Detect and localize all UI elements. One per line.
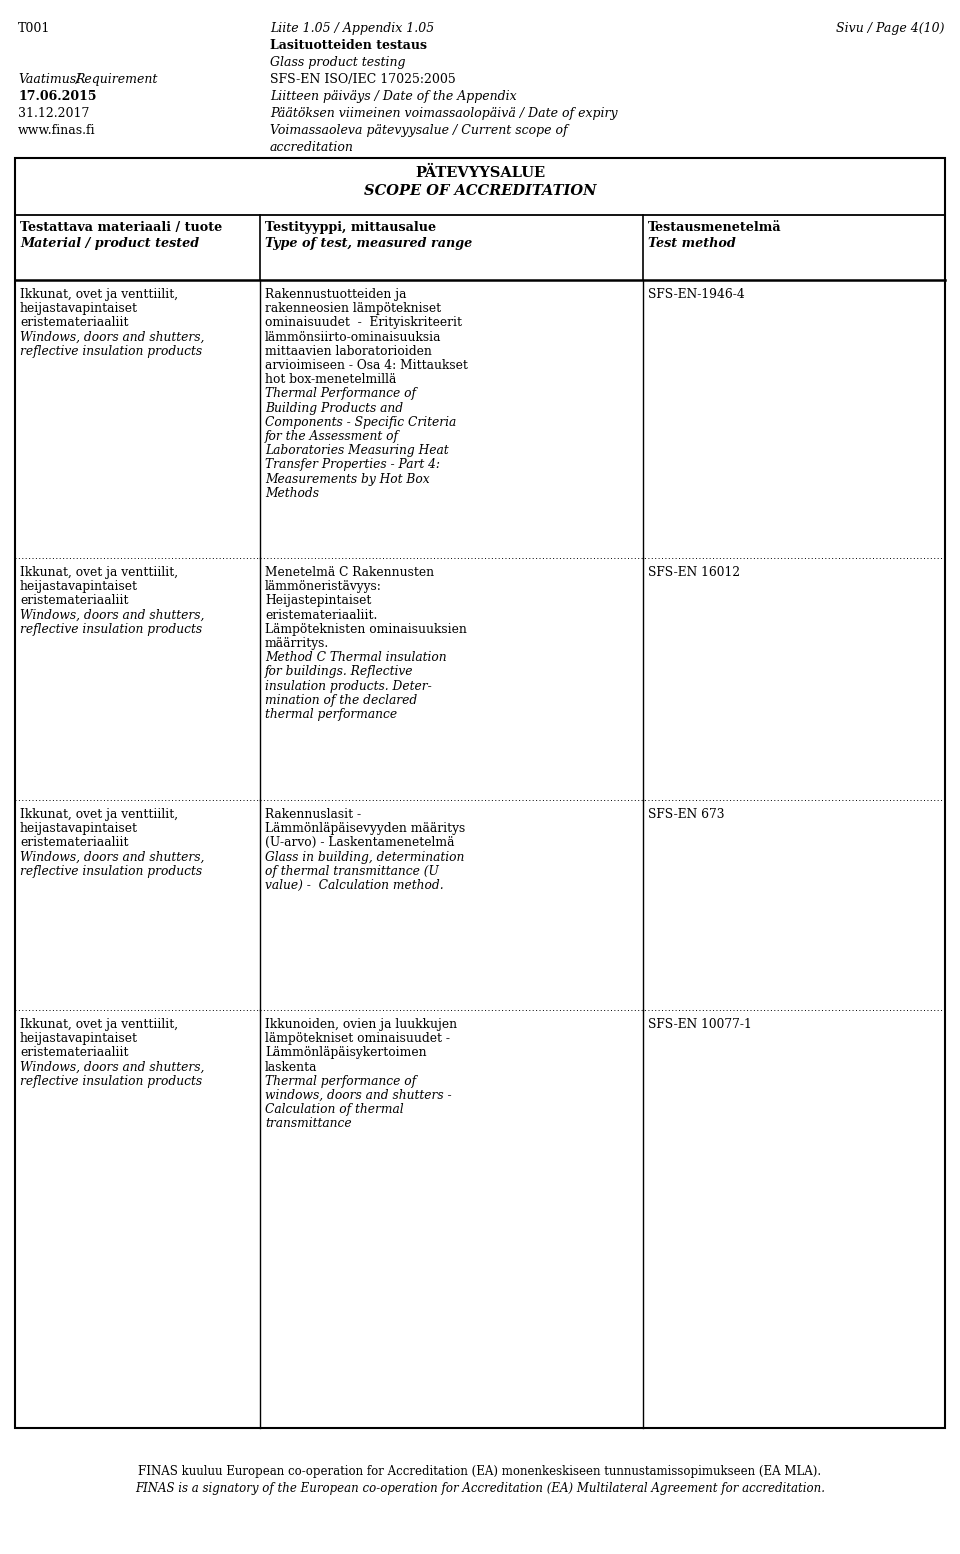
Text: Ikkunoiden, ovien ja luukkujen: Ikkunoiden, ovien ja luukkujen <box>265 1018 457 1030</box>
Text: eristemateriaaliit: eristemateriaaliit <box>20 594 129 608</box>
Text: rakenneosien lämpötekniset: rakenneosien lämpötekniset <box>265 301 442 315</box>
Text: Rakennustuotteiden ja: Rakennustuotteiden ja <box>265 287 406 301</box>
Text: accreditation: accreditation <box>270 141 354 154</box>
Text: SCOPE OF ACCREDITATION: SCOPE OF ACCREDITATION <box>364 183 596 197</box>
Text: Testityyppi, mittausalue: Testityyppi, mittausalue <box>265 221 436 235</box>
Text: eristemateriaaliit: eristemateriaaliit <box>20 836 129 850</box>
Text: lämmöneristävyys:: lämmöneristävyys: <box>265 580 382 594</box>
Text: heijastavapintaiset: heijastavapintaiset <box>20 822 138 834</box>
Text: Thermal Performance of: Thermal Performance of <box>265 387 416 401</box>
Text: hot box-menetelmillä: hot box-menetelmillä <box>265 373 396 387</box>
Text: Type of test, measured range: Type of test, measured range <box>265 238 472 250</box>
Text: mittaavien laboratorioiden: mittaavien laboratorioiden <box>265 345 432 357</box>
Text: heijastavapintaiset: heijastavapintaiset <box>20 580 138 594</box>
Text: Testattava materiaali / tuote: Testattava materiaali / tuote <box>20 221 223 235</box>
Text: Windows, doors and shutters,: Windows, doors and shutters, <box>20 850 204 864</box>
Text: Windows, doors and shutters,: Windows, doors and shutters, <box>20 331 204 343</box>
Text: eristemateriaaliit: eristemateriaaliit <box>20 317 129 329</box>
Text: value) -  Calculation method.: value) - Calculation method. <box>265 880 444 892</box>
Text: heijastavapintaiset: heijastavapintaiset <box>20 301 138 315</box>
Text: Transfer Properties - Part 4:: Transfer Properties - Part 4: <box>265 458 440 471</box>
Text: Vaatimus/: Vaatimus/ <box>18 73 81 85</box>
Text: lämpötekniset ominaisuudet -: lämpötekniset ominaisuudet - <box>265 1032 450 1046</box>
Text: Ikkunat, ovet ja venttiilit,: Ikkunat, ovet ja venttiilit, <box>20 287 179 301</box>
Text: Windows, doors and shutters,: Windows, doors and shutters, <box>20 609 204 622</box>
Text: määrritys.: määrritys. <box>265 637 329 650</box>
Text: Lämpöteknisten ominaisuuksien: Lämpöteknisten ominaisuuksien <box>265 623 467 636</box>
Text: Heijastepintaiset: Heijastepintaiset <box>265 594 372 608</box>
Text: Material / product tested: Material / product tested <box>20 238 199 250</box>
Text: Rakennuslasit -: Rakennuslasit - <box>265 808 361 821</box>
Text: 31.12.2017: 31.12.2017 <box>18 107 89 120</box>
Text: Building Products and: Building Products and <box>265 401 403 415</box>
Text: Ikkunat, ovet ja venttiilit,: Ikkunat, ovet ja venttiilit, <box>20 808 179 821</box>
Text: thermal performance: thermal performance <box>265 709 397 721</box>
Text: eristemateriaaliit.: eristemateriaaliit. <box>265 609 377 622</box>
Text: Ikkunat, ovet ja venttiilit,: Ikkunat, ovet ja venttiilit, <box>20 1018 179 1030</box>
Text: lämmönsiirto-ominaisuuksia: lämmönsiirto-ominaisuuksia <box>265 331 442 343</box>
Text: Method C Thermal insulation: Method C Thermal insulation <box>265 651 446 664</box>
Text: Calculation of thermal: Calculation of thermal <box>265 1103 403 1116</box>
Text: reflective insulation products: reflective insulation products <box>20 623 203 636</box>
Text: Testausmenetelmä: Testausmenetelmä <box>648 221 781 235</box>
Text: for the Assessment of: for the Assessment of <box>265 430 399 443</box>
Text: FINAS is a signatory of the European co-operation for Accreditation (EA) Multila: FINAS is a signatory of the European co-… <box>135 1483 825 1495</box>
Text: laskenta: laskenta <box>265 1060 318 1074</box>
Text: of thermal transmittance (U: of thermal transmittance (U <box>265 864 439 878</box>
Text: heijastavapintaiset: heijastavapintaiset <box>20 1032 138 1046</box>
Text: www.finas.fi: www.finas.fi <box>18 124 96 137</box>
Text: Components - Specific Criteria: Components - Specific Criteria <box>265 416 456 429</box>
Text: (U-arvo) - Laskentamenetelmä: (U-arvo) - Laskentamenetelmä <box>265 836 454 850</box>
Text: SFS-EN ISO/IEC 17025:2005: SFS-EN ISO/IEC 17025:2005 <box>270 73 456 85</box>
Text: Lämmönläpäisykertoimen: Lämmönläpäisykertoimen <box>265 1046 426 1060</box>
Text: SFS-EN-1946-4: SFS-EN-1946-4 <box>648 287 745 301</box>
Text: ominaisuudet  -  Erityiskriteerit: ominaisuudet - Erityiskriteerit <box>265 317 462 329</box>
Text: Päätöksen viimeinen voimassaolopäivä / ​Date of expiry: Päätöksen viimeinen voimassaolopäivä / ​… <box>270 107 617 120</box>
Text: 17.06.2015: 17.06.2015 <box>18 90 97 103</box>
Text: reflective insulation products: reflective insulation products <box>20 345 203 357</box>
Text: Menetelmä C Rakennusten: Menetelmä C Rakennusten <box>265 566 434 580</box>
Text: insulation products. Deter-: insulation products. Deter- <box>265 679 432 693</box>
Text: Methods: Methods <box>265 486 319 500</box>
Text: eristemateriaaliit: eristemateriaaliit <box>20 1046 129 1060</box>
Bar <box>15 159 945 1428</box>
Text: Requirement: Requirement <box>75 73 157 85</box>
Text: Laboratories Measuring Heat: Laboratories Measuring Heat <box>265 444 448 457</box>
Bar <box>15 159 945 1428</box>
Text: Ikkunat, ovet ja venttiilit,: Ikkunat, ovet ja venttiilit, <box>20 566 179 580</box>
Text: T001: T001 <box>18 22 50 36</box>
Text: Windows, doors and shutters,: Windows, doors and shutters, <box>20 1060 204 1074</box>
Text: Lämmönläpäisevyyden määritys: Lämmönläpäisevyyden määritys <box>265 822 466 834</box>
Text: FINAS kuuluu European co-operation for Accreditation (EA) monenkeskiseen tunnust: FINAS kuuluu European co-operation for A… <box>138 1465 822 1478</box>
Text: Test method: Test method <box>648 238 735 250</box>
Text: windows, doors and shutters -: windows, doors and shutters - <box>265 1089 451 1102</box>
Text: mination of the declared: mination of the declared <box>265 693 418 707</box>
Text: transmittance: transmittance <box>265 1117 351 1130</box>
Text: Liitteen päiväys / ​Date of the Appendix: Liitteen päiväys / ​Date of the Appendix <box>270 90 516 103</box>
Text: Liite 1.05 / ​Appendix 1.05: Liite 1.05 / ​Appendix 1.05 <box>270 22 434 36</box>
Text: Sivu / ​Page 4(10): Sivu / ​Page 4(10) <box>836 22 945 36</box>
Text: Measurements by Hot Box: Measurements by Hot Box <box>265 472 430 485</box>
Text: reflective insulation products: reflective insulation products <box>20 864 203 878</box>
Text: SFS-EN 16012: SFS-EN 16012 <box>648 566 740 580</box>
Text: PÄTEVYYSALUE: PÄTEVYYSALUE <box>415 166 545 180</box>
Text: Lasituotteiden testaus: Lasituotteiden testaus <box>270 39 427 51</box>
Text: SFS-EN 10077-1: SFS-EN 10077-1 <box>648 1018 752 1030</box>
Text: reflective insulation products: reflective insulation products <box>20 1075 203 1088</box>
Text: Glass in building, determination: Glass in building, determination <box>265 850 465 864</box>
Text: SFS-EN 673: SFS-EN 673 <box>648 808 725 821</box>
Text: for buildings. Reflective: for buildings. Reflective <box>265 665 414 679</box>
Text: Thermal performance of: Thermal performance of <box>265 1075 416 1088</box>
Text: arvioimiseen - Osa 4: Mittaukset: arvioimiseen - Osa 4: Mittaukset <box>265 359 468 371</box>
Text: Voimassaoleva pätevyysalue / ​Current scope of: Voimassaoleva pätevyysalue / ​Current sc… <box>270 124 567 137</box>
Text: Glass product testing: Glass product testing <box>270 56 405 68</box>
